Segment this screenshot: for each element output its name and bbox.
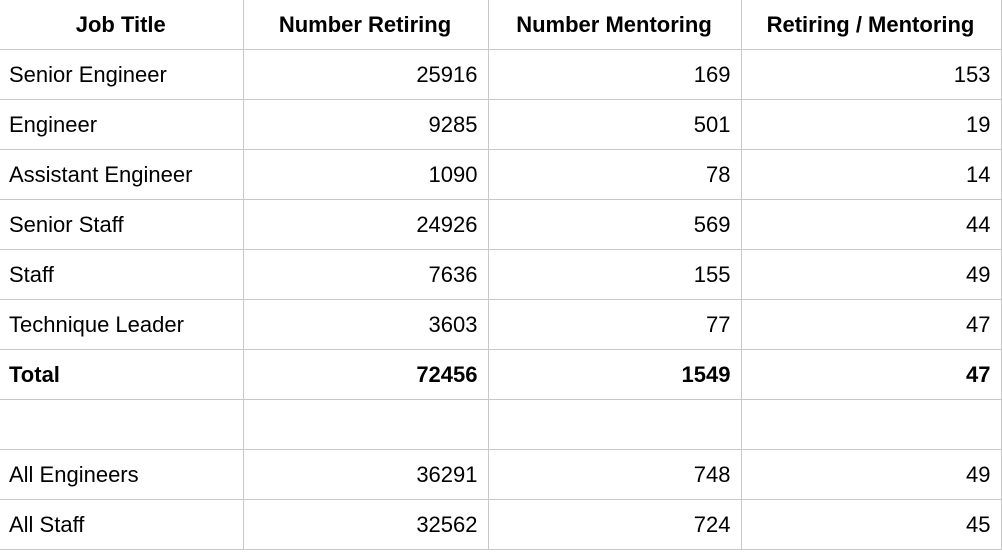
- total-label-cell: Total: [0, 349, 244, 400]
- ratio-cell: 45: [740, 499, 1002, 550]
- job-title-cell: All Engineers: [0, 449, 244, 500]
- summary-row: All Staff 32562 724 45: [0, 499, 1002, 550]
- empty-cell: [242, 399, 489, 450]
- total-mentoring-cell: 1549: [487, 349, 742, 400]
- retiring-cell: 3603: [242, 299, 489, 350]
- empty-row: [0, 399, 1002, 450]
- ratio-cell: 47: [740, 299, 1002, 350]
- header-number-mentoring: Number Mentoring: [487, 0, 742, 50]
- header-row: Job Title Number Retiring Number Mentori…: [0, 0, 1002, 50]
- retiring-cell: 25916: [242, 49, 489, 100]
- job-title-cell: Assistant Engineer: [0, 149, 244, 200]
- ratio-cell: 44: [740, 199, 1002, 250]
- ratio-cell: 14: [740, 149, 1002, 200]
- job-title-cell: Engineer: [0, 99, 244, 150]
- job-title-cell: Senior Engineer: [0, 49, 244, 100]
- retiring-cell: 1090: [242, 149, 489, 200]
- mentoring-cell: 78: [487, 149, 742, 200]
- job-title-cell: All Staff: [0, 499, 244, 550]
- table-row: Senior Staff 24926 569 44: [0, 199, 1002, 250]
- ratio-cell: 49: [740, 449, 1002, 500]
- total-retiring-cell: 72456: [242, 349, 489, 400]
- mentoring-cell: 501: [487, 99, 742, 150]
- summary-row: All Engineers 36291 748 49: [0, 449, 1002, 500]
- retiring-cell: 7636: [242, 249, 489, 300]
- empty-cell: [487, 399, 742, 450]
- empty-cell: [0, 399, 244, 450]
- header-retiring-mentoring-ratio: Retiring / Mentoring: [740, 0, 1002, 50]
- mentoring-cell: 77: [487, 299, 742, 350]
- table-row: Technique Leader 3603 77 47: [0, 299, 1002, 350]
- table-row: Engineer 9285 501 19: [0, 99, 1002, 150]
- job-title-cell: Technique Leader: [0, 299, 244, 350]
- job-title-cell: Staff: [0, 249, 244, 300]
- header-number-retiring: Number Retiring: [242, 0, 489, 50]
- mentoring-cell: 155: [487, 249, 742, 300]
- retiring-cell: 32562: [242, 499, 489, 550]
- total-row: Total 72456 1549 47: [0, 349, 1002, 400]
- mentoring-cell: 569: [487, 199, 742, 250]
- table-row: Assistant Engineer 1090 78 14: [0, 149, 1002, 200]
- table-row: Staff 7636 155 49: [0, 249, 1002, 300]
- mentoring-cell: 169: [487, 49, 742, 100]
- retiring-cell: 9285: [242, 99, 489, 150]
- mentoring-cell: 748: [487, 449, 742, 500]
- retiring-cell: 24926: [242, 199, 489, 250]
- ratio-cell: 49: [740, 249, 1002, 300]
- total-ratio-cell: 47: [740, 349, 1002, 400]
- empty-cell: [740, 399, 1002, 450]
- table-row: Senior Engineer 25916 169 153: [0, 49, 1002, 100]
- job-title-cell: Senior Staff: [0, 199, 244, 250]
- ratio-cell: 153: [740, 49, 1002, 100]
- header-job-title: Job Title: [0, 0, 244, 50]
- ratio-cell: 19: [740, 99, 1002, 150]
- mentoring-cell: 724: [487, 499, 742, 550]
- retiring-cell: 36291: [242, 449, 489, 500]
